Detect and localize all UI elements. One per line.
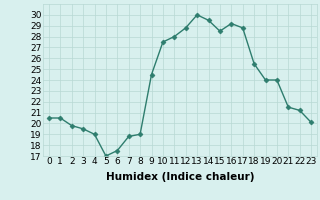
X-axis label: Humidex (Indice chaleur): Humidex (Indice chaleur) (106, 172, 254, 182)
